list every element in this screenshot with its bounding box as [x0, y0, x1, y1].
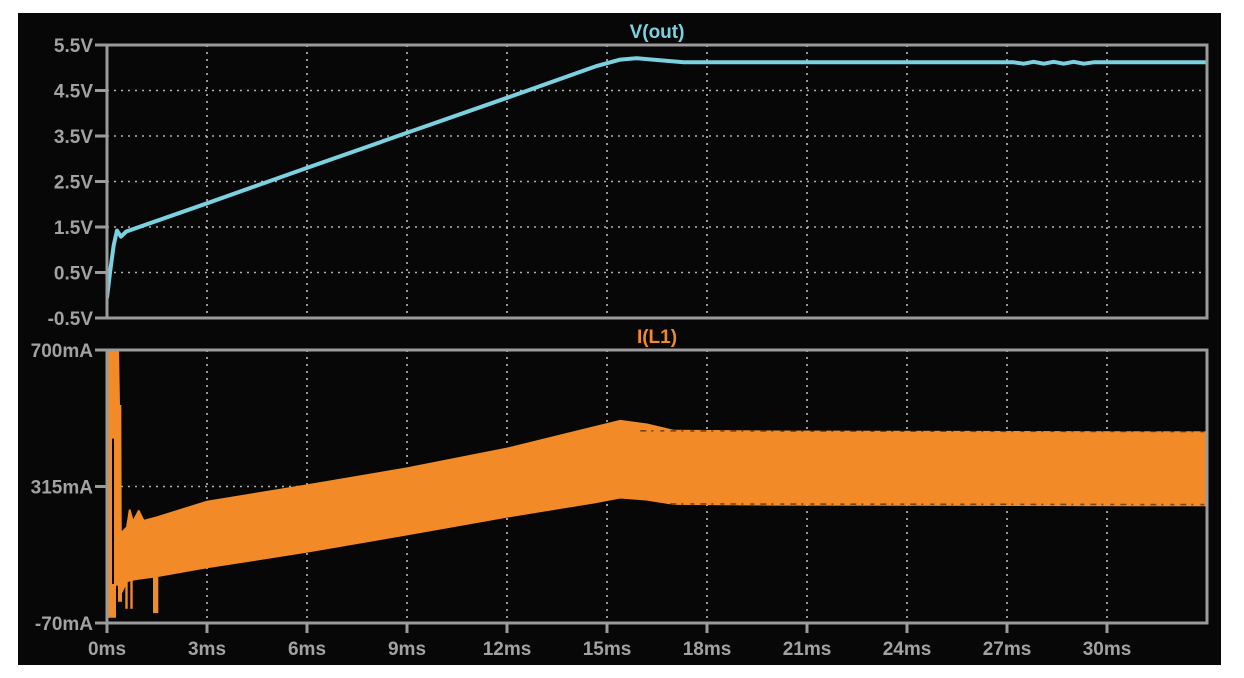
y-axis-tick-label: 700mA: [31, 341, 94, 362]
il1-down-spike: [125, 576, 128, 609]
x-axis-tick-label: 3ms: [188, 639, 226, 660]
vout-axis-ticks: 5.5V 4.5V 3.5V 2.5V 1.5V 0.5V -0.5V: [48, 36, 107, 330]
vout-waveform-line: [107, 56, 1207, 300]
vout-gridlines: [107, 45, 1207, 318]
x-axis-tick-label: 6ms: [288, 639, 326, 660]
il1-band-edge-noise: [640, 430, 1207, 433]
x-axis-tick-label: 0ms: [88, 639, 126, 660]
y-axis-tick-label: 4.5V: [54, 81, 93, 102]
il1-trace: [107, 350, 1207, 618]
il1-gridlines: [107, 350, 1207, 623]
y-axis-tick-label: 2.5V: [54, 172, 93, 193]
vout-trace: [107, 56, 1207, 300]
x-axis-tick-label: 15ms: [583, 639, 632, 660]
il1-down-spike: [153, 574, 159, 614]
vout-pane-title: V(out): [630, 22, 685, 43]
x-axis-tick-label: 27ms: [983, 639, 1032, 660]
x-axis-tick-label: 30ms: [1083, 639, 1132, 660]
y-axis-tick-label: 1.5V: [54, 218, 93, 239]
y-axis-tick-label: 5.5V: [54, 36, 93, 57]
x-axis-tick-label: 12ms: [483, 639, 532, 660]
il1-pane-title: I(L1): [637, 327, 677, 348]
x-axis-tick-label: 18ms: [683, 639, 732, 660]
y-axis-tick-label: -0.5V: [48, 309, 94, 330]
x-axis-tick-label: 24ms: [883, 639, 932, 660]
il1-ripple-band: [120, 419, 1207, 593]
x-axis-tick-label: 9ms: [388, 639, 426, 660]
il1-axis-ticks: 700mA 315mA -70mA 0ms 3ms 6ms 9ms 12ms 15ms 18ms 2…: [31, 341, 1132, 660]
y-axis-tick-label: 3.5V: [54, 127, 93, 148]
il1-band-edge-noise: [640, 503, 1207, 506]
x-axis-tick-label: 21ms: [783, 639, 832, 660]
y-axis-tick-label: 0.5V: [54, 263, 93, 284]
y-axis-tick-label: -70mA: [35, 614, 93, 635]
il1-down-spike: [130, 576, 133, 609]
il1-startup-spike: [107, 350, 122, 618]
y-axis-tick-label: 315mA: [31, 477, 94, 498]
